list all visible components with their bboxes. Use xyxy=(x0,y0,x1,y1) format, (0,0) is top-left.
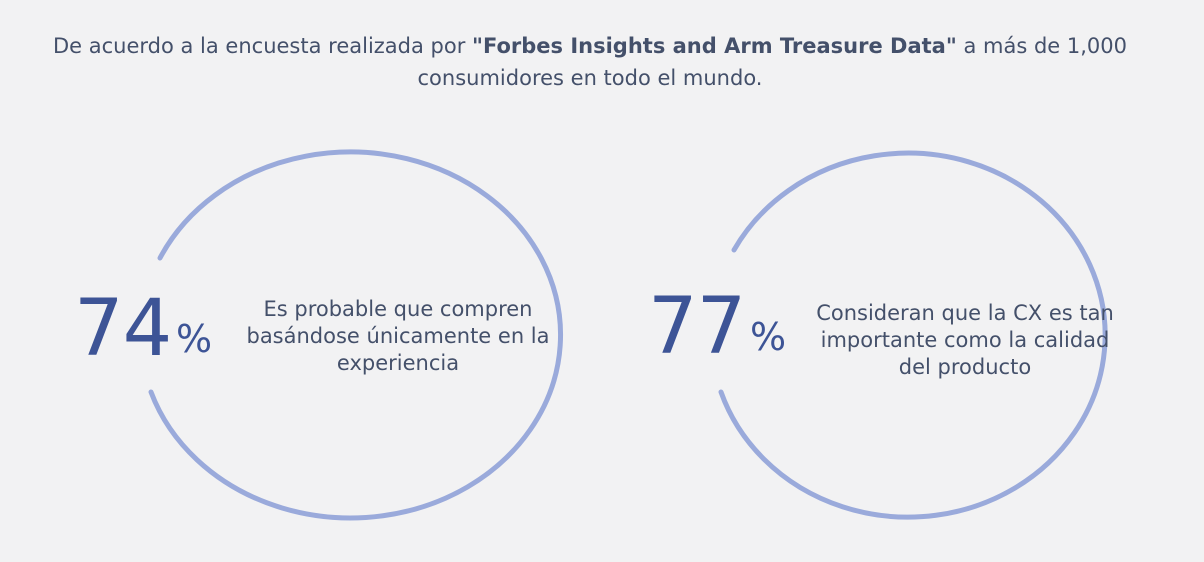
stat-77-number: 77 xyxy=(648,282,746,372)
intro-text-start: De acuerdo a la encuesta realizada por xyxy=(52,34,473,58)
ring-right xyxy=(718,150,1108,520)
intro-text: De acuerdo a la encuesta realizada por "… xyxy=(0,30,1180,94)
stat-74-number: 74 xyxy=(74,284,172,374)
stat-74-percent: % xyxy=(176,317,213,361)
intro-text-end: a más de 1,000 consumidores en todo el m… xyxy=(417,34,1128,90)
stat-77-percent: % xyxy=(750,315,787,359)
stat-77-description: Consideran que la CX es tan importante c… xyxy=(816,301,1114,379)
ring-left xyxy=(148,149,563,521)
intro-text-source: "Forbes Insights and Arm Treasure Data" xyxy=(472,34,957,58)
stat-74-description: Es probable que compren basándose únicam… xyxy=(246,297,550,375)
